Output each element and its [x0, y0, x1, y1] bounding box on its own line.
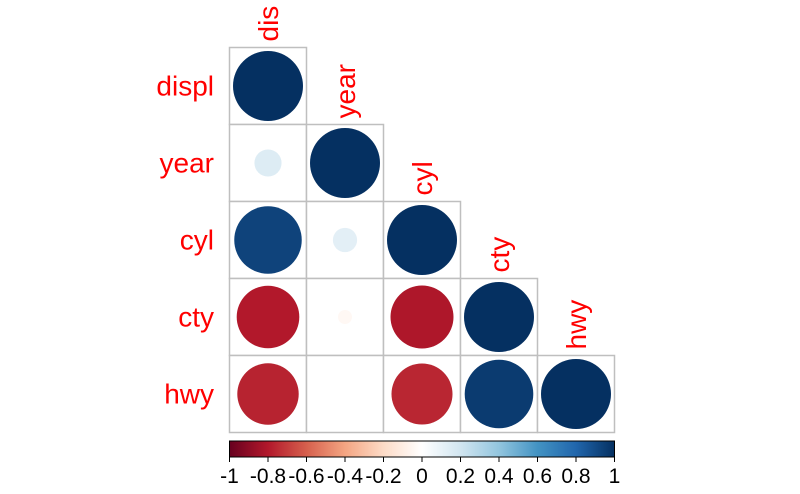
corr-circle-displ-displ	[233, 51, 303, 121]
correlation-circles	[233, 51, 611, 429]
colorbar-tick-label: -0.8	[250, 465, 286, 488]
colorbar-ticks: -1 -0.8 -0.6 -0.4 -0.2 0 0.2 0.4 0.6 0.8 1	[220, 457, 620, 488]
corr-circle-hwy-displ	[237, 363, 299, 425]
corr-circle-cyl-year	[332, 227, 358, 253]
colorbar-tick-label: 1	[609, 465, 621, 488]
column-label-dis: dis	[253, 6, 284, 42]
corr-circle-year-year	[310, 128, 380, 198]
row-label-hwy: hwy	[164, 379, 214, 410]
column-label-cyl: cyl	[407, 161, 438, 195]
corr-circle-cyl-displ	[234, 206, 302, 274]
corr-circle-hwy-cyl	[391, 363, 453, 425]
column-labels: dis year cyl cty hwy	[253, 6, 592, 350]
corr-circle-hwy-cty	[464, 359, 534, 429]
row-label-year: year	[160, 148, 214, 179]
corr-circle-cty-displ	[236, 285, 300, 349]
cell-hwy-year	[305, 354, 385, 434]
corr-circle-year-displ	[254, 149, 282, 177]
colorbar-tick-label: -1	[220, 465, 239, 488]
colorbar-tick-label: -0.4	[327, 465, 364, 488]
corr-circle-cty-cyl	[390, 285, 454, 349]
row-labels: displ year cyl cty hwy	[156, 71, 214, 410]
colorbar-tick-label: 0.4	[484, 465, 514, 488]
colorbar-tick-label: 0.8	[561, 465, 590, 488]
colorbar-gradient	[229, 440, 615, 458]
row-label-displ: displ	[156, 71, 214, 102]
column-label-year: year	[330, 64, 361, 118]
row-label-cyl: cyl	[180, 225, 214, 256]
corr-circle-hwy-hwy	[541, 359, 611, 429]
colorbar-tick-label: -0.6	[288, 465, 324, 488]
colorbar-tick-label: -0.2	[365, 465, 401, 488]
colorbar	[229, 440, 615, 458]
colorbar-tick-label: 0	[416, 465, 428, 488]
column-label-hwy: hwy	[561, 300, 592, 350]
row-label-cty: cty	[178, 302, 214, 333]
colorbar-tick-label: 0.6	[523, 465, 552, 488]
corr-circle-cty-year	[338, 310, 352, 324]
cell-cty-year	[305, 277, 385, 357]
corr-circle-cyl-cyl	[387, 205, 457, 275]
column-label-cty: cty	[484, 237, 515, 273]
corr-circle-cty-cty	[464, 282, 534, 352]
colorbar-tick-label: 0.2	[446, 465, 475, 488]
